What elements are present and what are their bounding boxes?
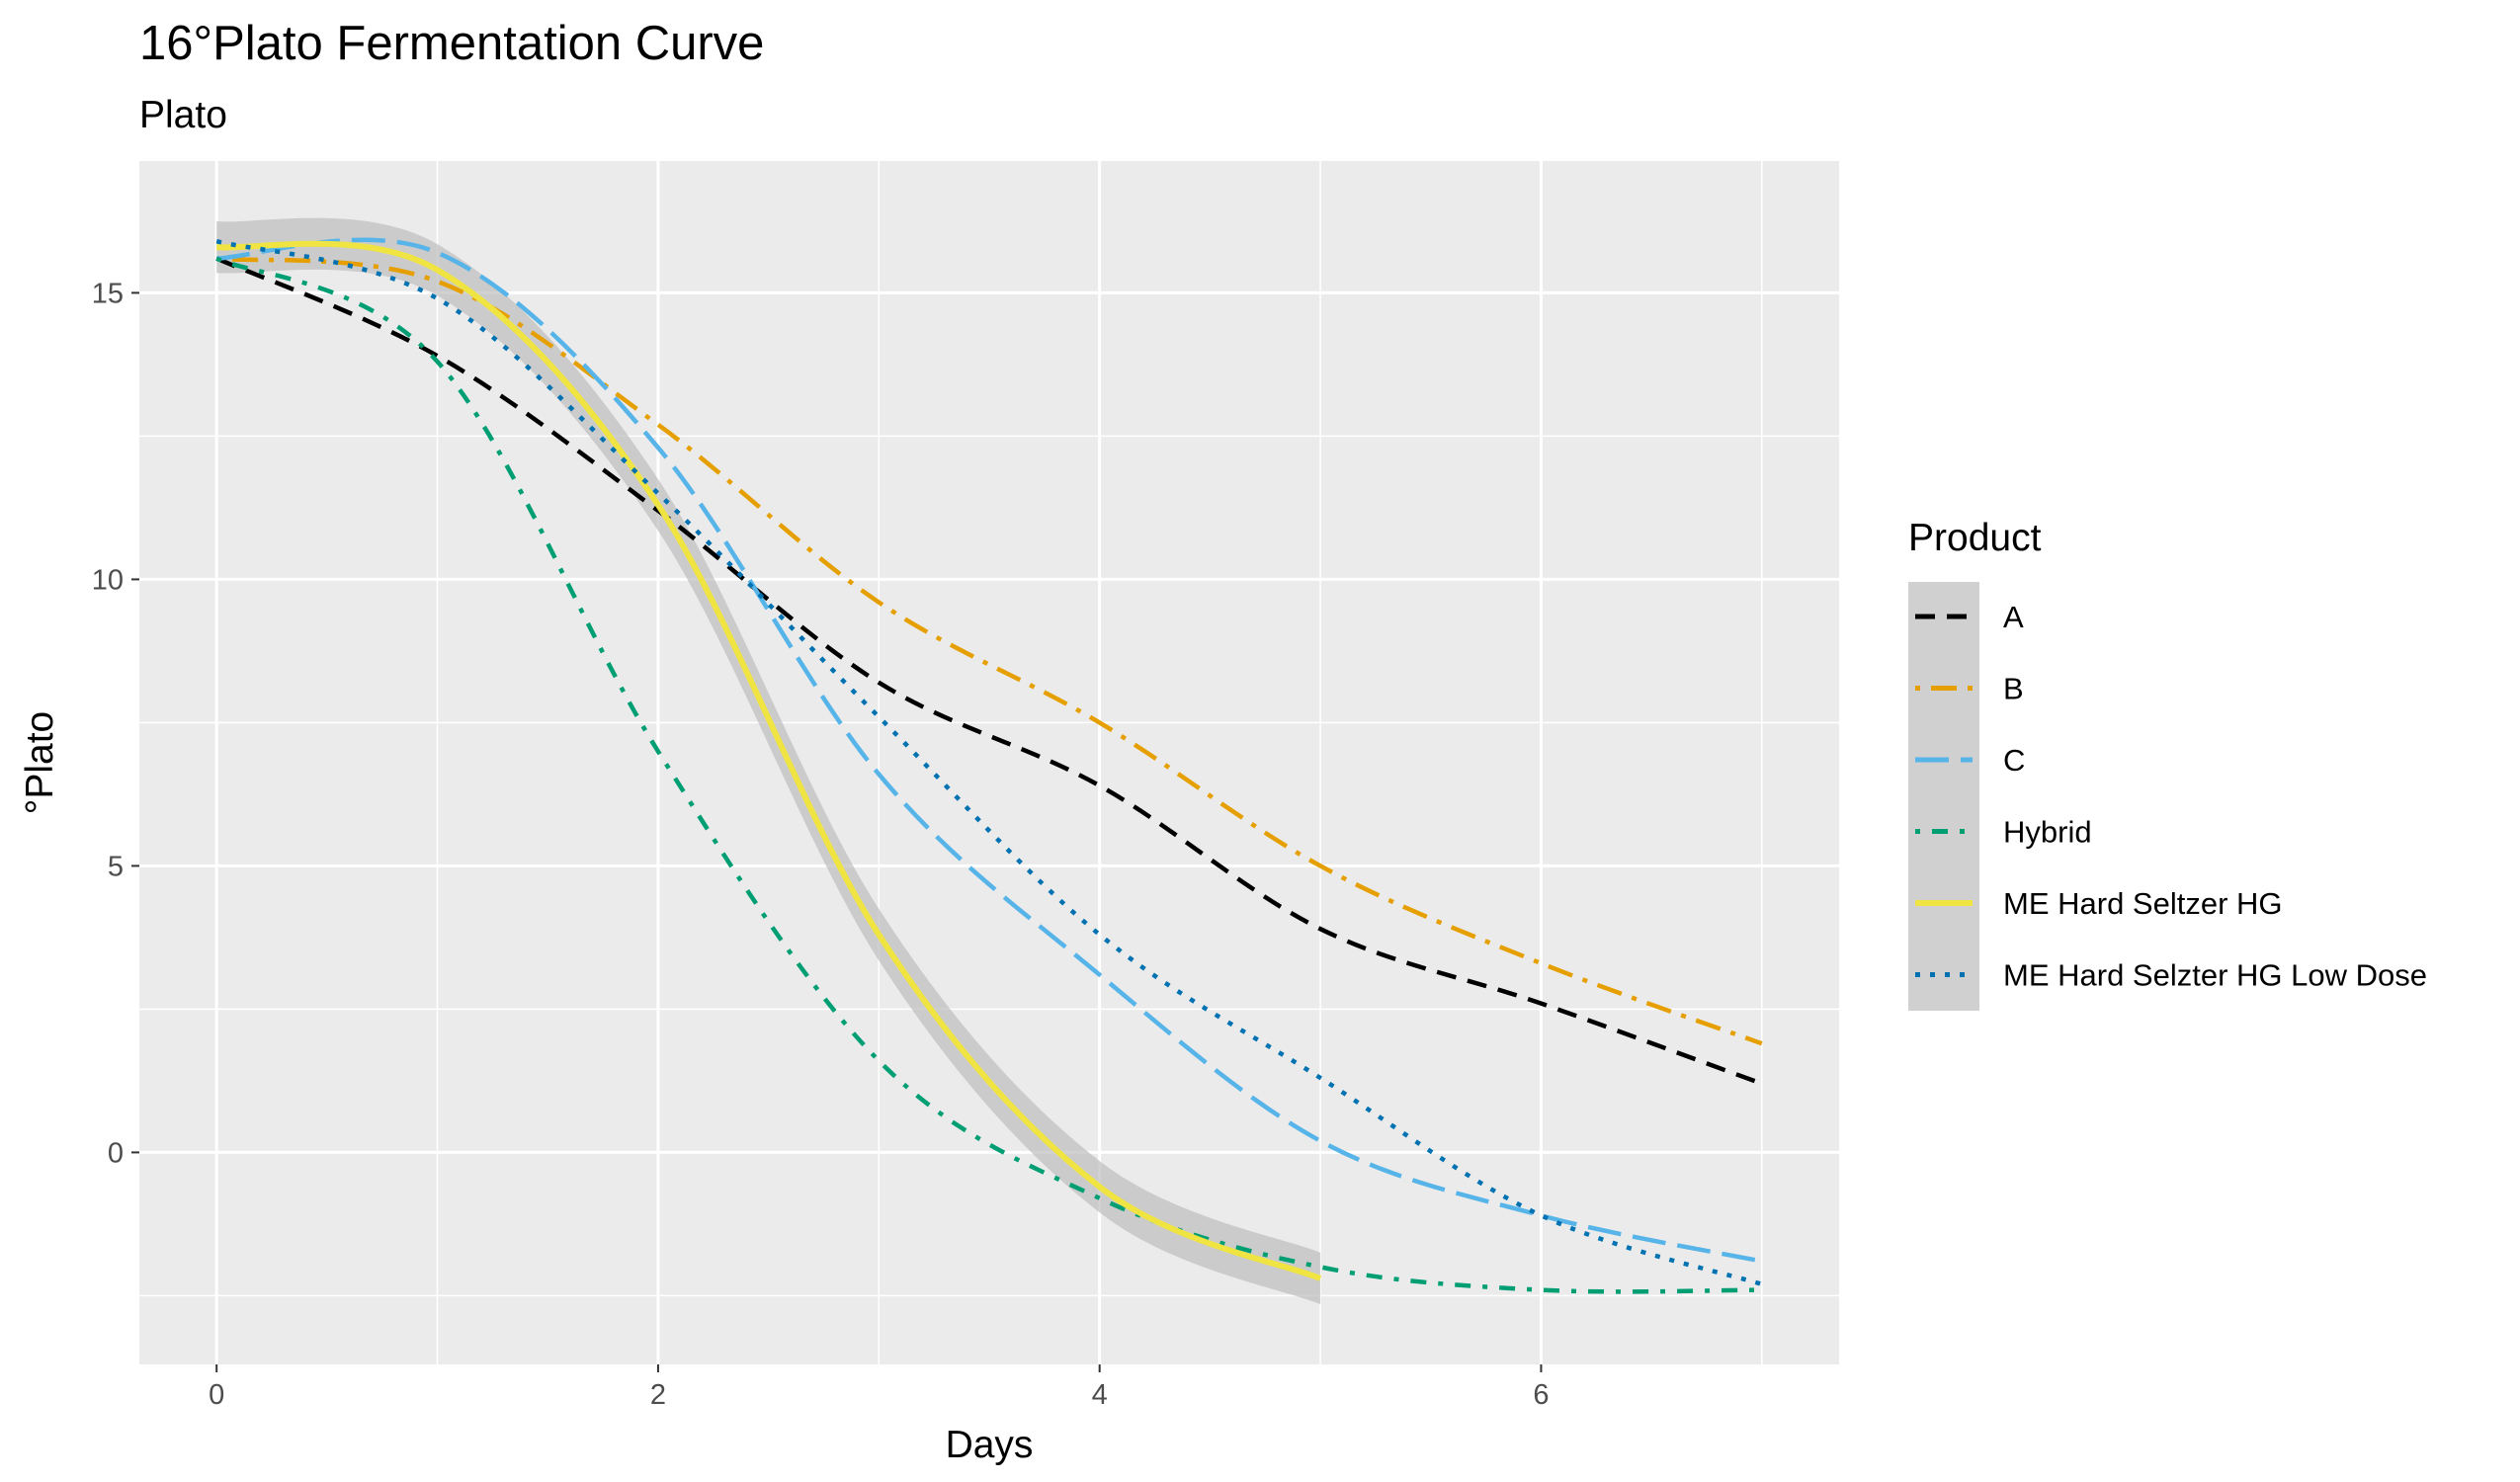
legend-label: Hybrid [2003, 815, 2092, 850]
y-tick-label: 10 [92, 564, 124, 596]
grid-major [139, 161, 1839, 1364]
grid-minor [139, 161, 1839, 1364]
legend: Product A B C Hybrid ME Hard Seltzer HG ME Ha… [1908, 517, 2427, 1011]
legend-label: ME Hard Selzter HG Low Dose [2003, 958, 2427, 993]
y-tick-label: 5 [108, 851, 124, 882]
x-tick-label: 2 [650, 1379, 666, 1411]
series-line-hybrid [215, 256, 1762, 1294]
legend-label: A [2003, 600, 2024, 634]
y-tick-label: 15 [92, 278, 124, 309]
y-axis-title: °Plato [19, 711, 61, 815]
x-axis-ticks: 0 2 4 6 [209, 1364, 1550, 1411]
chart-title: 16°Plato Fermentation Curve [139, 17, 764, 70]
series-layer [215, 237, 1763, 1294]
x-tick-label: 6 [1533, 1379, 1549, 1411]
y-axis-ticks: 0 5 10 15 [92, 278, 139, 1169]
series-line-a [215, 256, 1763, 1086]
series-line-me-hard-selzter-hg-low-dose [215, 239, 1763, 1286]
plot-panel [139, 161, 1839, 1364]
x-axis-title: Days [946, 1424, 1034, 1466]
series-line-c [216, 237, 1763, 1264]
x-tick-label: 4 [1092, 1379, 1108, 1411]
x-tick-label: 0 [209, 1379, 224, 1411]
legend-items: A B C Hybrid ME Hard Seltzer HG ME Hard Selzt… [1915, 600, 2427, 993]
legend-label: B [2003, 672, 2024, 706]
legend-title: Product [1908, 517, 2042, 559]
series-line-me-hard-seltzer-hg [215, 240, 1322, 1281]
chart-subtitle: Plato [139, 94, 227, 136]
y-tick-label: 0 [108, 1137, 124, 1169]
legend-label: ME Hard Seltzer HG [2003, 886, 2283, 921]
legend-key-background [1908, 582, 1979, 1011]
series-line-b [215, 256, 1763, 1046]
legend-label: C [2003, 743, 2025, 778]
